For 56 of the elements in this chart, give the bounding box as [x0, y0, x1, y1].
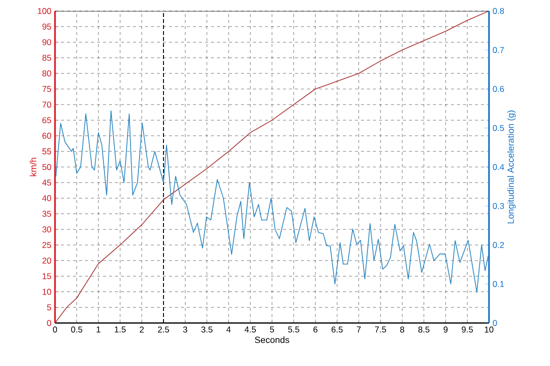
y-tick-label: 65 [42, 117, 52, 124]
y-tick-label: 80 [42, 70, 52, 76]
y-tick-label: 15 [42, 273, 52, 280]
x-tick-label: 5.5 [288, 326, 300, 332]
y2-tick-label: 0.7 [492, 46, 504, 53]
y2-tick-label: 0.5 [492, 124, 504, 131]
y-tick-label: 75 [42, 86, 52, 92]
y2-tick-label: 0.6 [492, 86, 504, 92]
x-tick-label: 1.5 [114, 326, 126, 332]
x-tick-label: 0.5 [71, 326, 82, 333]
y-tick-label: 60 [42, 132, 52, 139]
x-tick-label: 10 [484, 326, 494, 333]
y-tick-label: 10 [42, 288, 52, 295]
y2-tick-label: 0.1 [492, 280, 504, 287]
x-tick-label: 4 [226, 326, 231, 332]
y-tick-label: 45 [42, 180, 52, 186]
x-tick-label: 6 [313, 326, 318, 333]
x-tick-label: 8 [400, 326, 404, 333]
line-series [55, 10, 489, 323]
x-tick-label: 8.5 [418, 326, 430, 333]
y-tick-label: 25 [42, 242, 52, 248]
y-tick-label: 90 [42, 39, 52, 46]
y2-tick-label: 0.3 [492, 202, 504, 209]
x-tick-label: 0 [52, 326, 58, 333]
x-tick-label: 4.5 [244, 326, 256, 332]
x-tick-label: 5 [270, 326, 274, 332]
y2-tick-label: 0.4 [492, 164, 504, 170]
y-tick-label: 30 [42, 226, 52, 232]
x-tick-label: 2 [140, 326, 144, 332]
line-series [55, 110, 489, 293]
y-tick-label: 70 [42, 102, 52, 108]
x-tick-label: 9.5 [462, 326, 473, 333]
y-tick-label: 50 [42, 164, 52, 170]
y2-axis-title: Longitudinal Acceleration (g) [507, 110, 516, 224]
x-tick-label: 7.5 [375, 326, 386, 332]
y2-tick-label: 0 [492, 320, 497, 326]
y-axis-title: km/h [30, 158, 36, 176]
y2-tick-label: 0.2 [492, 242, 504, 248]
x-tick-label: 1 [96, 326, 100, 332]
y-tick-label: 40 [42, 195, 52, 202]
x-tick-label: 3.5 [201, 326, 212, 333]
x-tick-label: 6.5 [332, 326, 343, 333]
x-tick-label: 7 [356, 326, 361, 332]
x-tick-label: 2.5 [158, 326, 170, 333]
y-tick-label: 0 [47, 320, 52, 326]
y-tick-label: 5 [47, 304, 52, 310]
y-tick-label: 100 [38, 8, 52, 14]
y-tick-label: 20 [42, 258, 52, 264]
x-tick-label: 9 [444, 326, 448, 333]
y-tick-label: 85 [42, 54, 52, 61]
x-axis-title: Seconds [254, 336, 290, 344]
y-tick-label: 55 [42, 148, 52, 154]
y-tick-label: 95 [42, 24, 52, 30]
y2-tick-label: 0.8 [492, 8, 504, 14]
y-tick-label: 35 [42, 210, 52, 217]
x-tick-label: 3 [183, 326, 188, 333]
